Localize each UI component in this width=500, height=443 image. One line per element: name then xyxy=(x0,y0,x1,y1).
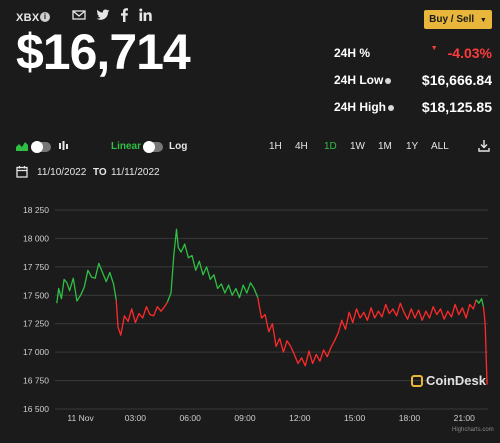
range-1y-button[interactable]: 1Y xyxy=(406,141,419,152)
info-dot-icon[interactable] xyxy=(388,104,395,111)
y-tick-label: 16 750 xyxy=(23,376,49,386)
coindesk-wordmark: CoinDesk xyxy=(426,373,486,388)
range-all-button[interactable]: ALL xyxy=(431,141,449,152)
linkedin-icon[interactable] xyxy=(139,8,152,22)
low-label: 24H Low xyxy=(334,73,384,87)
facebook-icon[interactable] xyxy=(118,8,130,22)
range-1h-button[interactable]: 1H xyxy=(269,141,282,152)
change-value: -4.03% xyxy=(447,45,492,61)
x-tick-label: 06:00 xyxy=(180,413,202,423)
coindesk-watermark: CoinDesk xyxy=(411,373,486,388)
scale-toggle[interactable] xyxy=(143,141,163,153)
price-line-segment xyxy=(482,306,488,385)
change-label: 24H % xyxy=(334,46,371,60)
price-chart-svg: 18 250 18 000 17 750 17 500 17 250 17 000 16 7… xyxy=(23,205,488,423)
low-value: $16,666.84 xyxy=(421,72,492,88)
y-tick-label: 18 000 xyxy=(23,233,49,243)
y-tick-label: 17 000 xyxy=(23,347,49,357)
asset-ticker: XBX xyxy=(16,12,40,24)
price-chart: 18 250 18 000 17 750 17 500 17 250 17 000 16 7… xyxy=(0,195,500,438)
current-price: $16,714 xyxy=(16,24,191,80)
x-tick-label: 21:00 xyxy=(454,413,476,423)
y-tick-label: 17 250 xyxy=(23,319,49,329)
y-tick-label: 18 250 xyxy=(23,205,49,215)
calendar-icon[interactable] xyxy=(16,165,28,178)
twitter-icon[interactable] xyxy=(96,8,110,22)
chevron-down-icon: ▼ xyxy=(479,17,487,24)
info-dot-icon[interactable] xyxy=(385,77,392,84)
email-icon[interactable] xyxy=(72,8,86,22)
down-arrow-icon: ▼ xyxy=(430,45,438,52)
y-tick-label: 17 750 xyxy=(23,262,49,272)
change-value-row: ▼ -4.03% xyxy=(431,45,492,61)
chart-grid xyxy=(55,209,488,410)
linear-scale-label[interactable]: Linear xyxy=(111,141,142,152)
price-line-segment xyxy=(115,299,168,336)
range-1m-button[interactable]: 1M xyxy=(378,141,392,152)
price-line-segment xyxy=(475,298,485,307)
x-tick-label: 18:00 xyxy=(399,413,421,423)
date-to-label: TO xyxy=(93,167,107,178)
x-tick-label: 03:00 xyxy=(125,413,147,423)
low-label-row: 24H Low xyxy=(334,73,392,87)
area-chart-icon[interactable] xyxy=(16,141,28,151)
x-tick-label: 12:00 xyxy=(289,413,311,423)
toggle-knob xyxy=(31,141,43,153)
x-tick-label: 15:00 xyxy=(344,413,366,423)
buy-sell-button[interactable]: Buy / Sell ▼ xyxy=(424,10,492,29)
range-1d-button[interactable]: 1D xyxy=(324,141,337,152)
y-tick-label: 16 500 xyxy=(23,404,49,414)
info-icon[interactable]: i xyxy=(40,12,50,22)
date-from-input[interactable]: 11/10/2022 xyxy=(37,167,87,178)
y-axis-ticks: 18 250 18 000 17 750 17 500 17 250 17 000 16 7… xyxy=(23,205,49,414)
y-tick-label: 17 500 xyxy=(23,290,49,300)
toggle-knob xyxy=(143,141,155,153)
high-label: 24H High xyxy=(334,100,387,114)
x-tick-label: 09:00 xyxy=(234,413,256,423)
coindesk-logo-icon xyxy=(411,375,423,387)
highcharts-credit[interactable]: Highcharts.com xyxy=(452,427,494,433)
buy-sell-label: Buy / Sell xyxy=(429,14,475,25)
candlestick-icon[interactable] xyxy=(58,140,68,151)
price-line-segment xyxy=(257,297,477,367)
price-lines xyxy=(56,228,488,385)
range-4h-button[interactable]: 4H xyxy=(295,141,308,152)
range-1w-button[interactable]: 1W xyxy=(350,141,365,152)
high-label-row: 24H High xyxy=(334,100,395,114)
x-axis-ticks: 11 Nov 03:00 06:00 09:00 12:00 15:00 18:00 21:0… xyxy=(67,413,475,423)
high-value: $18,125.85 xyxy=(421,99,492,115)
price-line-segment xyxy=(166,228,259,303)
download-icon[interactable] xyxy=(478,139,490,152)
chart-type-toggle[interactable] xyxy=(31,141,51,153)
x-tick-label: 11 Nov xyxy=(67,413,94,423)
log-scale-label[interactable]: Log xyxy=(169,141,188,152)
date-to-input[interactable]: 11/11/2022 xyxy=(111,167,160,178)
price-line-segment xyxy=(56,262,117,304)
